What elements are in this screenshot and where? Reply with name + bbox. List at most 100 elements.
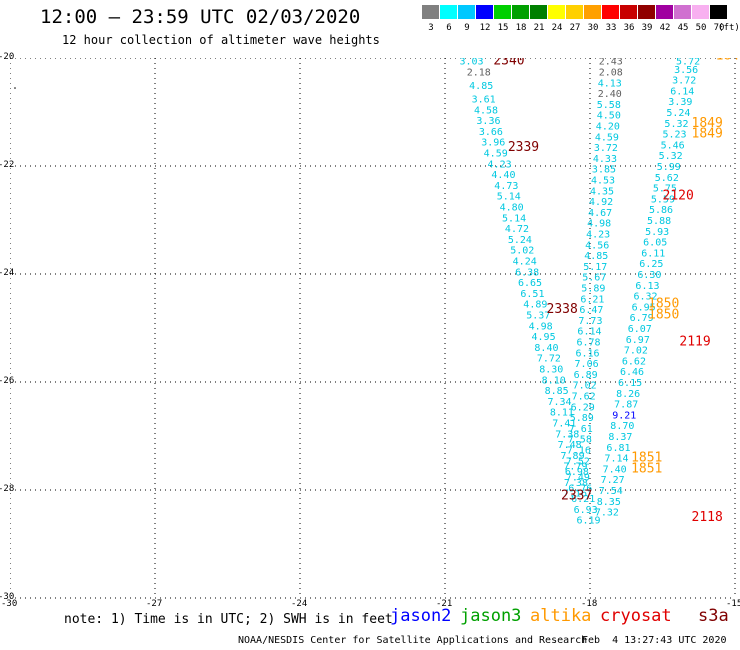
page-subtitle: 12 hour collection of altimeter wave hei… bbox=[62, 33, 380, 47]
wave-height-value: 6.30 bbox=[637, 270, 661, 281]
scale-swatch bbox=[512, 5, 529, 19]
wave-height-value: 5.32 bbox=[659, 151, 683, 162]
scale-swatch bbox=[458, 5, 475, 19]
pass-number-label: 2338 bbox=[547, 302, 578, 317]
wave-height-value: 5.89 bbox=[570, 413, 594, 424]
wave-height-value: 7.72 bbox=[537, 354, 561, 365]
wave-height-value: 5.62 bbox=[655, 173, 679, 184]
scale-label: 6 bbox=[446, 23, 452, 33]
wave-height-value: 5.02 bbox=[510, 246, 534, 257]
wave-height-value: 5.75 bbox=[653, 184, 677, 195]
wave-height-value: 4.67 bbox=[588, 208, 612, 219]
wave-height-value: 5.32 bbox=[664, 119, 688, 130]
scale-swatch bbox=[476, 5, 493, 19]
wave-height-value: 5.58 bbox=[597, 100, 621, 111]
footer-note: note: 1) Time is in UTC; 2) SWH is in fe… bbox=[64, 612, 393, 627]
wave-height-value: 7.40 bbox=[603, 464, 627, 475]
wave-height-value: 6.46 bbox=[620, 367, 644, 378]
wave-height-value: 4.20 bbox=[596, 122, 620, 133]
wave-height-value: 4.95 bbox=[532, 332, 556, 343]
wave-height-value: 6.95 bbox=[632, 302, 656, 313]
scale-label: 39 bbox=[641, 23, 653, 33]
wave-height-value: 4.40 bbox=[491, 170, 515, 181]
wave-height-value: 7.34 bbox=[547, 397, 571, 408]
wave-height-value: 9.21 bbox=[612, 410, 636, 421]
wave-height-value: 4.59 bbox=[595, 132, 619, 143]
y-tick-label: -26 bbox=[0, 376, 15, 386]
wave-height-value: 6.79 bbox=[630, 313, 654, 324]
x-tick-label: -30 bbox=[1, 599, 18, 609]
wave-height-value: 4.98 bbox=[587, 219, 611, 230]
wave-height-map: 3.032.184.853.614.583.363.663.964.594.23… bbox=[10, 58, 740, 599]
y-tick-label: -20 bbox=[0, 52, 15, 62]
wave-height-value: 7.62 bbox=[572, 392, 596, 403]
wave-height-value: 6.76 bbox=[568, 483, 592, 494]
wave-height-value: 8.10 bbox=[542, 375, 566, 386]
pass-number-label: 1849 bbox=[692, 127, 723, 142]
scale-label: 9 bbox=[464, 23, 470, 33]
scale-swatch bbox=[584, 5, 601, 19]
wave-height-value: 6.65 bbox=[518, 278, 542, 289]
wave-height-value: 8.70 bbox=[610, 421, 634, 432]
wave-height-value: 6.15 bbox=[618, 378, 642, 389]
wave-height-value: 7.52 bbox=[566, 456, 590, 467]
wave-height-value: 4.35 bbox=[590, 186, 614, 197]
wave-height-value: 7.27 bbox=[601, 475, 625, 486]
wave-height-value: 6.25 bbox=[639, 259, 663, 270]
pass-number-label: 2118 bbox=[692, 510, 723, 525]
wave-height-value: 6.21 bbox=[571, 494, 595, 505]
scale-label: 42 bbox=[659, 23, 671, 33]
scale-swatch bbox=[602, 5, 619, 19]
scale-label: 15 bbox=[497, 23, 509, 33]
wave-height-value: 8.35 bbox=[597, 497, 621, 508]
wave-height-value: 7.79 bbox=[563, 462, 587, 473]
scale-swatch bbox=[530, 5, 547, 19]
wave-height-value: 4.92 bbox=[589, 197, 613, 208]
wave-height-value: 7.48 bbox=[558, 440, 582, 451]
scale-swatch bbox=[548, 5, 565, 19]
scale-swatch bbox=[440, 5, 457, 19]
generated-timestamp: Feb 4 13:27:43 UTC 2020 bbox=[582, 635, 727, 646]
scale-unit: (ft) bbox=[718, 23, 740, 33]
wave-height-value: 8.85 bbox=[545, 386, 569, 397]
wave-height-value: 2.08 bbox=[599, 68, 623, 79]
wave-height-value: 5.86 bbox=[649, 205, 673, 216]
wave-height-value: 5.88 bbox=[647, 216, 671, 227]
wave-height-value: 4.56 bbox=[585, 240, 609, 251]
wave-height-value: 3.36 bbox=[476, 116, 500, 127]
wave-height-value: 5.46 bbox=[661, 140, 685, 151]
wave-height-value: 7.89 bbox=[561, 451, 585, 462]
x-tick-label: -18 bbox=[581, 599, 598, 609]
wave-height-value: 7.06 bbox=[575, 359, 599, 370]
pass-number-label: 1849 bbox=[692, 116, 723, 131]
scale-label: 70 bbox=[713, 23, 725, 33]
pass-number-label: 2337 bbox=[561, 488, 592, 503]
wave-height-value: 8.37 bbox=[608, 432, 632, 443]
wave-height-value: 6.98 bbox=[565, 467, 589, 478]
wave-height-value: 3.72 bbox=[594, 143, 618, 154]
pass-number-label: 2120 bbox=[663, 189, 694, 204]
scale-swatch bbox=[692, 5, 709, 19]
wave-height-value: 8.40 bbox=[534, 343, 558, 354]
legend-entry-altika: altika bbox=[530, 606, 592, 626]
scale-label: 30 bbox=[587, 23, 599, 33]
wave-height-value: 6.16 bbox=[576, 348, 600, 359]
wave-height-value: 2.40 bbox=[598, 89, 622, 100]
scale-label: 27 bbox=[569, 23, 581, 33]
wave-height-value: 4.58 bbox=[474, 105, 498, 116]
wave-height-value: 5.93 bbox=[645, 227, 669, 238]
wave-height-value: 5.14 bbox=[502, 213, 526, 224]
wave-height-value: 5.23 bbox=[663, 130, 687, 141]
wave-height-value: 4.13 bbox=[598, 78, 622, 89]
credit-line: NOAA/NESDIS Center for Satellite Applica… bbox=[238, 635, 588, 646]
wave-height-value: 6.07 bbox=[628, 324, 652, 335]
scale-label: 50 bbox=[695, 23, 707, 33]
x-tick-label: -27 bbox=[146, 599, 163, 609]
wave-height-value: 4.33 bbox=[593, 154, 617, 165]
wave-height-value: 5.99 bbox=[657, 162, 681, 173]
y-tick-label: -24 bbox=[0, 268, 15, 278]
scale-swatch bbox=[710, 5, 727, 19]
y-tick-label: -30 bbox=[0, 592, 15, 602]
wave-height-value: 7.49 bbox=[566, 473, 590, 484]
scale-label: 24 bbox=[551, 23, 563, 33]
